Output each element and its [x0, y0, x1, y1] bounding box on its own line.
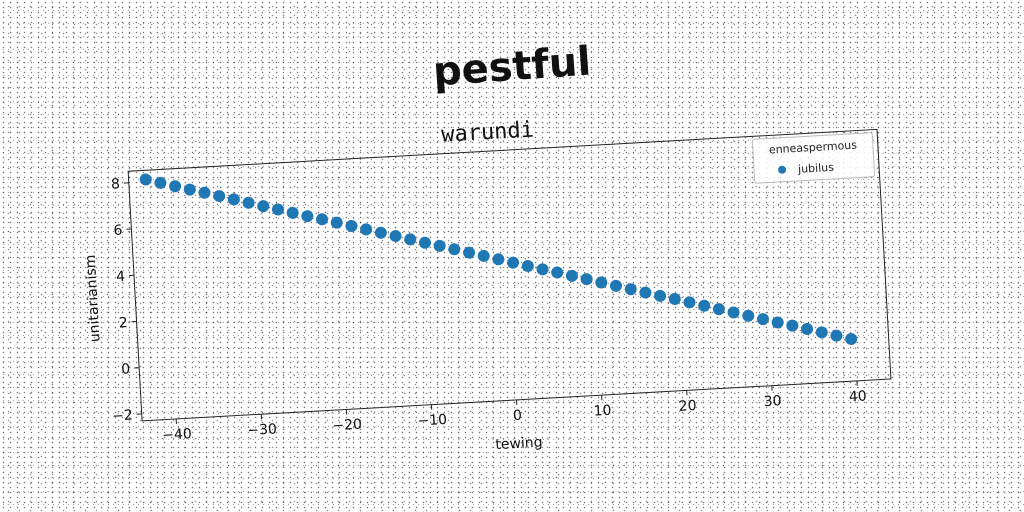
data-point	[536, 263, 549, 276]
x-tick-label: 40	[848, 388, 867, 405]
data-point	[139, 173, 152, 186]
data-point	[183, 183, 196, 196]
data-point	[433, 239, 446, 252]
data-point	[360, 223, 373, 236]
legend-marker	[778, 165, 787, 174]
data-point	[801, 322, 814, 335]
x-tick-label: 30	[763, 393, 782, 410]
data-point	[521, 259, 534, 272]
y-tick-label: 8	[111, 176, 121, 192]
data-point	[198, 186, 211, 199]
x-tick-label: −20	[332, 417, 362, 435]
data-point	[418, 236, 431, 249]
data-point	[463, 246, 476, 259]
data-point	[477, 249, 490, 262]
data-point	[301, 210, 314, 223]
data-point	[815, 326, 828, 339]
data-point	[271, 203, 284, 216]
data-point	[492, 253, 505, 266]
data-point	[742, 309, 755, 322]
data-point	[330, 216, 343, 229]
data-point	[610, 279, 623, 292]
x-tick-label: −40	[162, 426, 192, 444]
data-point	[316, 213, 329, 226]
x-axis: −40 −30 −20 −10 0 10 20 30 40	[162, 380, 867, 444]
data-point	[845, 333, 858, 346]
data-point	[213, 190, 226, 203]
data-point	[624, 283, 637, 296]
data-point	[639, 286, 652, 299]
x-tick-label: 10	[593, 403, 612, 420]
data-point	[565, 269, 578, 282]
data-point	[154, 176, 167, 189]
legend-title: enneaspermous	[769, 139, 858, 157]
data-point	[389, 230, 402, 243]
x-tick-label: −10	[417, 412, 447, 430]
data-point	[668, 293, 681, 306]
data-point	[771, 316, 784, 329]
y-axis: −2 0 2 4 6 8	[111, 176, 142, 425]
x-axis-label: tewing	[495, 435, 543, 454]
x-tick-label: 0	[513, 408, 523, 424]
data-point	[580, 273, 593, 286]
data-point	[595, 276, 608, 289]
x-tick-label: 20	[678, 398, 697, 415]
legend-label: jubilus	[797, 161, 835, 176]
data-point	[551, 266, 564, 279]
data-point	[756, 313, 769, 326]
y-tick-label: 4	[116, 269, 126, 285]
y-tick-label: 6	[113, 223, 123, 239]
y-tick-label: 0	[121, 361, 131, 377]
legend: enneaspermous jubilus	[751, 132, 876, 184]
data-point	[683, 296, 696, 309]
data-point	[830, 329, 843, 342]
data-point	[698, 299, 711, 312]
data-point	[227, 193, 240, 206]
y-tick-label: −2	[112, 407, 134, 424]
data-point	[448, 243, 461, 256]
data-point	[374, 226, 387, 239]
data-point	[286, 206, 299, 219]
x-tick-label: −30	[247, 421, 277, 439]
data-point	[404, 233, 417, 246]
chart-title: warundi	[441, 118, 535, 148]
data-point	[242, 196, 255, 209]
y-tick-label: 2	[118, 315, 128, 331]
data-point	[712, 303, 725, 316]
data-point	[727, 306, 740, 319]
y-axis-label: unitarianism	[83, 254, 104, 342]
data-point	[169, 180, 182, 193]
data-point	[257, 200, 270, 213]
data-point	[507, 256, 520, 269]
data-point	[654, 289, 667, 302]
data-point	[786, 319, 799, 332]
series-jubilus	[139, 173, 858, 346]
data-point	[345, 220, 358, 233]
